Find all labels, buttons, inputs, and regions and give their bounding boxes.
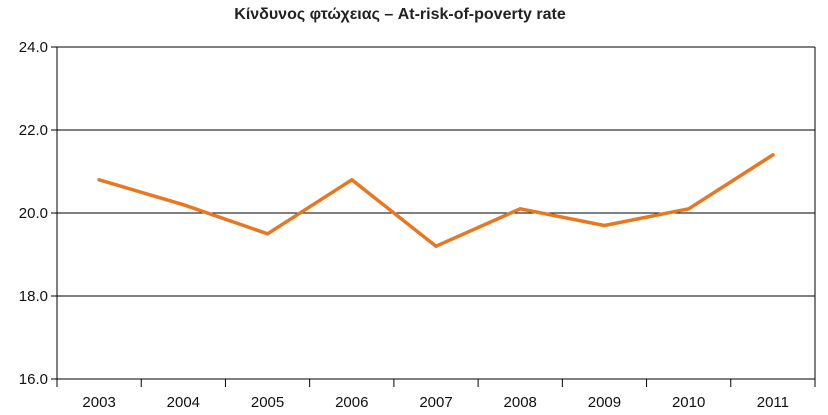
y-tick-label: 24.0 [19, 39, 48, 56]
data-point-2004 [181, 203, 186, 207]
data-point-2009 [602, 223, 607, 228]
series-layer [97, 153, 775, 248]
x-tick-label: 2004 [167, 394, 200, 411]
label-layer: 16.0 18.0 20.0 22.0 24.0 2003 2004 2005 2006 2007… [19, 39, 789, 411]
data-point-2011 [771, 153, 775, 157]
x-tick-label: 2009 [588, 394, 621, 411]
x-tick-label: 2006 [335, 394, 368, 411]
y-tick-label: 16.0 [19, 371, 48, 388]
chart-title: Κίνδυνος φτώχειας – At-risk-of-poverty r… [234, 6, 566, 23]
x-tick-label: 2010 [672, 394, 705, 411]
x-tick-label: 2011 [757, 394, 789, 411]
x-tick-label: 2007 [419, 394, 452, 411]
x-tick-label: 2005 [251, 394, 284, 411]
axis-layer [56, 47, 816, 387]
y-tick-label: 18.0 [19, 288, 48, 305]
y-tick-label: 22.0 [19, 122, 48, 139]
y-tick-label: 20.0 [19, 205, 48, 222]
data-point-2003 [97, 178, 101, 182]
x-tick-label: 2008 [504, 394, 537, 411]
grid-layer [51, 46, 815, 380]
data-point-2010 [686, 207, 691, 211]
series-line-0 [97, 153, 775, 248]
data-point-2008 [518, 207, 522, 211]
data-point-2007 [434, 244, 438, 248]
data-point-2006 [350, 178, 354, 182]
data-point-2005 [265, 232, 270, 236]
x-tick-label: 2003 [82, 394, 115, 411]
